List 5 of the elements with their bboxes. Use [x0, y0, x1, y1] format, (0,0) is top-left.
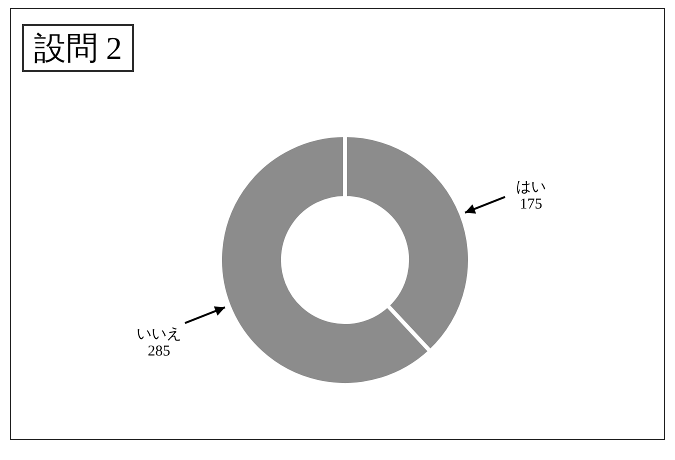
- data-label: 175: [520, 196, 542, 213]
- slice-label: はい: [516, 180, 546, 196]
- chart-title: 設問 2: [22, 24, 134, 72]
- slice-label: いいえ: [136, 326, 182, 342]
- data-label: 285: [148, 343, 170, 360]
